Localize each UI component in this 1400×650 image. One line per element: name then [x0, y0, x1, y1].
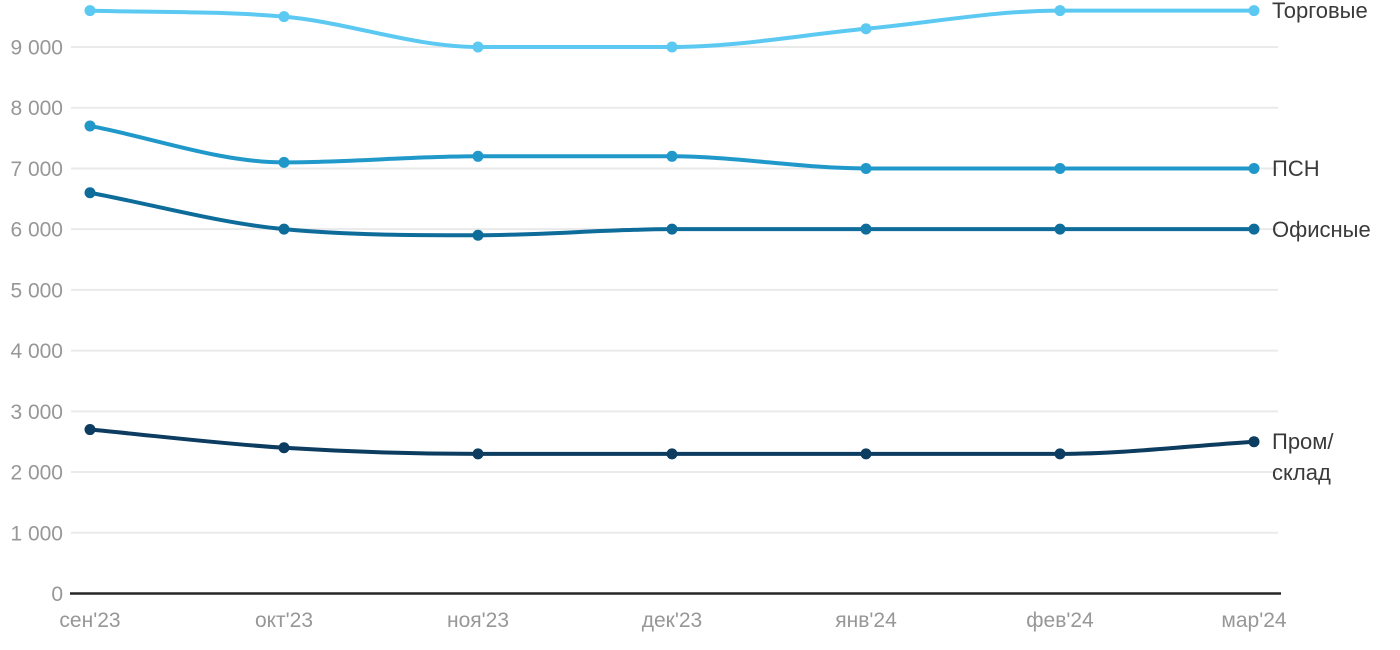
y-tick-label: 3 000 — [10, 401, 63, 424]
x-tick-label: окт'23 — [255, 609, 313, 632]
y-tick-label: 4 000 — [10, 340, 63, 363]
data-point-marker — [472, 448, 484, 460]
data-point-marker — [84, 424, 96, 436]
x-tick-label: дек'23 — [642, 609, 703, 632]
data-point-marker — [472, 41, 484, 53]
data-point-marker — [84, 5, 96, 17]
data-point-marker — [1248, 162, 1260, 174]
x-tick-label: янв'24 — [835, 609, 897, 632]
y-tick-label: 8 000 — [10, 97, 63, 120]
legend-label-torgovye: Торговые — [1272, 0, 1368, 24]
data-point-marker — [278, 11, 290, 23]
data-point-marker — [472, 229, 484, 241]
data-point-marker — [666, 448, 678, 460]
legend-label-prom-sklad: Пром/ склад — [1272, 429, 1334, 486]
data-point-marker — [666, 223, 678, 235]
data-point-marker — [1054, 448, 1066, 460]
y-tick-label: 1 000 — [10, 522, 63, 545]
y-tick-label: 5 000 — [10, 279, 63, 302]
data-point-marker — [1054, 162, 1066, 174]
data-point-marker — [84, 120, 96, 132]
data-point-marker — [84, 187, 96, 199]
data-point-marker — [860, 448, 872, 460]
data-point-marker — [472, 150, 484, 162]
data-point-marker — [1248, 436, 1260, 448]
data-point-marker — [278, 442, 290, 454]
data-point-marker — [666, 41, 678, 53]
data-point-marker — [1054, 5, 1066, 17]
legend-label-ofisnye: Офисные — [1272, 216, 1371, 242]
x-tick-label: мар'24 — [1221, 609, 1286, 632]
x-tick-label: фев'24 — [1026, 609, 1094, 632]
data-point-marker — [666, 150, 678, 162]
y-tick-label: 0 — [51, 583, 63, 606]
y-tick-label: 7 000 — [10, 158, 63, 181]
legend-label-psn: ПСН — [1272, 155, 1320, 181]
data-point-marker — [278, 156, 290, 168]
x-tick-label: ноя'23 — [447, 609, 509, 632]
y-tick-label: 6 000 — [10, 219, 63, 242]
data-point-marker — [860, 223, 872, 235]
data-point-marker — [1054, 223, 1066, 235]
data-point-marker — [278, 223, 290, 235]
data-point-marker — [860, 162, 872, 174]
y-tick-label: 2 000 — [10, 462, 63, 485]
data-point-marker — [1248, 223, 1260, 235]
data-point-marker — [1248, 5, 1260, 17]
x-tick-label: сен'23 — [59, 609, 120, 632]
y-tick-label: 9 000 — [10, 37, 63, 60]
series-line-2 — [88, 123, 1256, 171]
data-point-marker — [860, 23, 872, 35]
